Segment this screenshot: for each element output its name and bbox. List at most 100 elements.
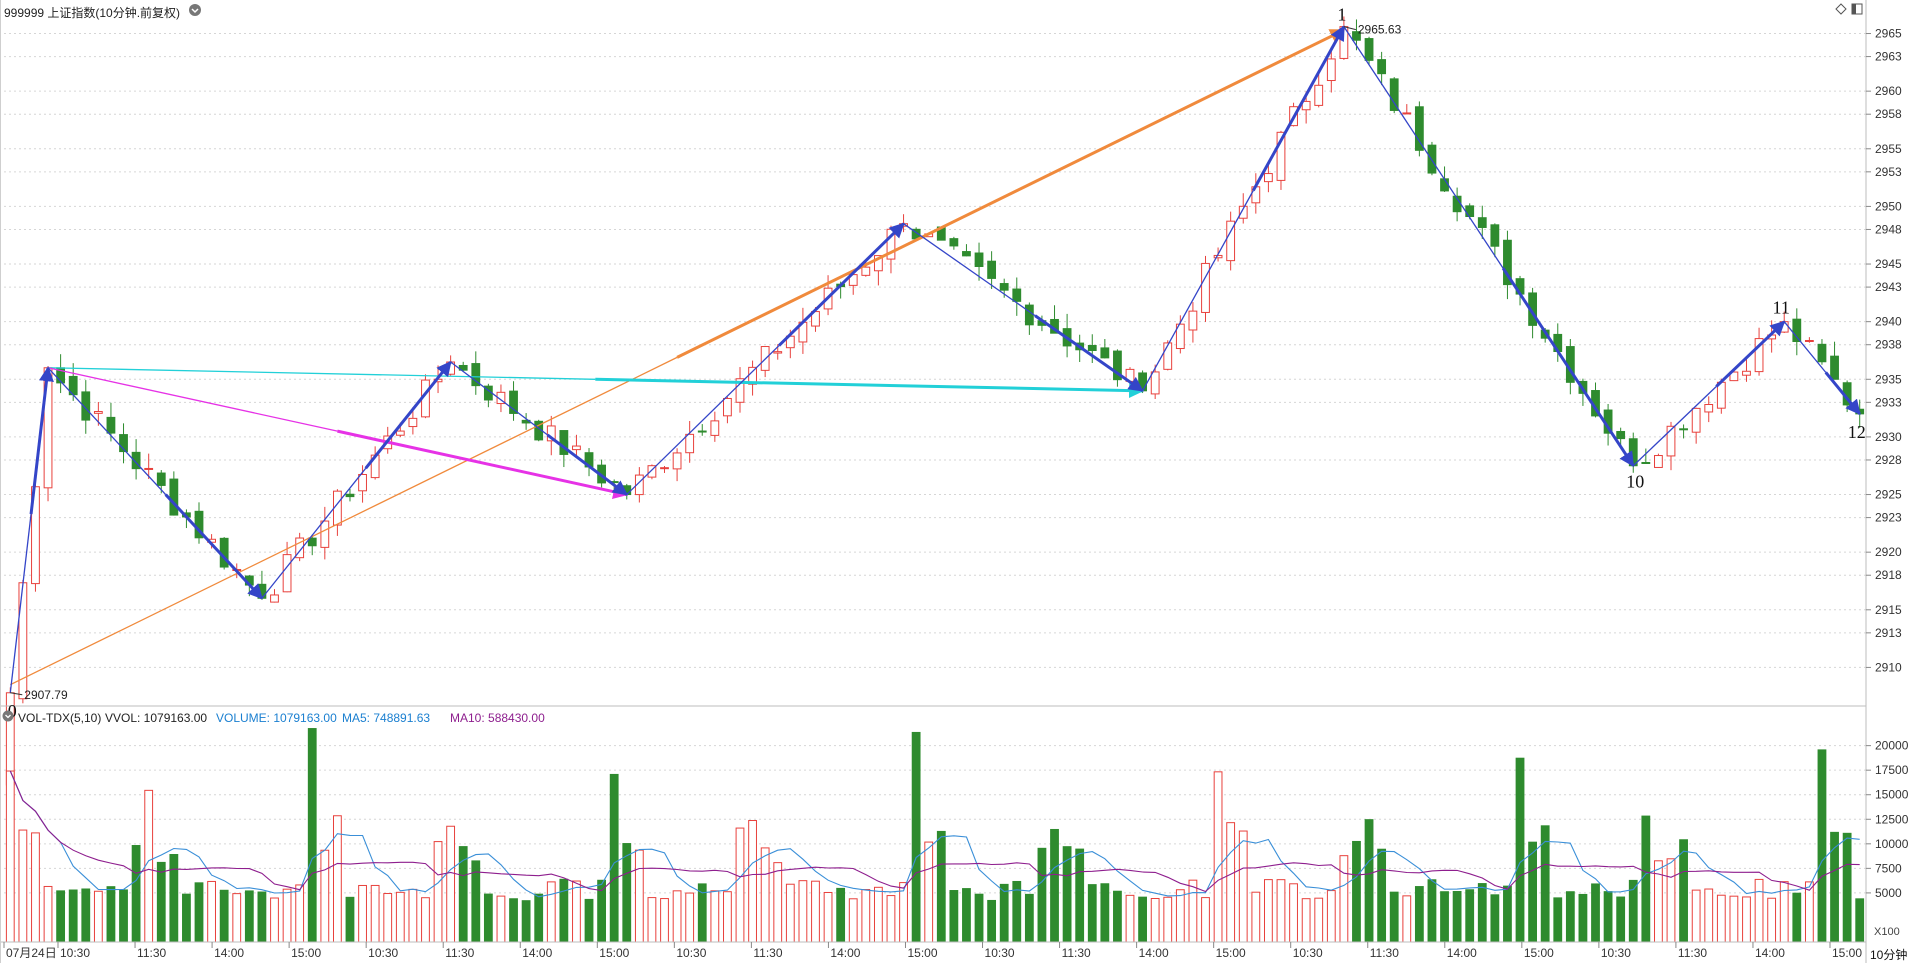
wave-segment bbox=[1715, 320, 1786, 388]
volume-bar bbox=[546, 881, 556, 943]
wave-segment bbox=[903, 223, 1036, 317]
candle bbox=[1691, 407, 1701, 433]
chart-labels: 2907.79 2965.63 0 1 10 11 12 bbox=[8, 5, 1866, 721]
wave-segment bbox=[1783, 321, 1827, 373]
price-tick-label: 2965 bbox=[1875, 27, 1902, 41]
candle bbox=[1817, 343, 1827, 363]
candle bbox=[1490, 224, 1500, 247]
candle bbox=[1679, 428, 1688, 431]
diamond-icon[interactable] bbox=[1835, 3, 1847, 18]
volume-bar bbox=[1087, 884, 1097, 943]
volume-bar bbox=[509, 898, 518, 943]
volume-bar bbox=[685, 892, 695, 943]
volume-bar bbox=[521, 900, 531, 943]
volume-bar bbox=[1075, 848, 1085, 943]
volume-bar bbox=[93, 890, 103, 943]
time-tick-label: 10:30 bbox=[60, 946, 90, 960]
cyan-trend-line bbox=[595, 377, 1145, 399]
volume-bar bbox=[1238, 830, 1248, 943]
volume-bar bbox=[1452, 890, 1462, 943]
volume-bar bbox=[1024, 893, 1034, 943]
price-tick-label: 2928 bbox=[1875, 453, 1902, 467]
high-extreme-label: 2965.63 bbox=[1358, 23, 1402, 37]
volume-bar bbox=[1679, 839, 1688, 943]
volume-bar bbox=[5, 770, 15, 943]
candle bbox=[1301, 100, 1311, 111]
period-selector[interactable]: 10分钟 bbox=[1870, 948, 1908, 962]
volume-bar bbox=[1792, 892, 1802, 943]
wave-segment bbox=[1501, 267, 1635, 467]
candle bbox=[1666, 425, 1676, 457]
wave-segment bbox=[1632, 386, 1717, 467]
volume-bar bbox=[1477, 883, 1487, 943]
volume-bar bbox=[219, 889, 229, 943]
volume-bar bbox=[421, 897, 430, 943]
volume-tick-label: 17500 bbox=[1875, 763, 1909, 777]
volume-bar bbox=[1289, 883, 1298, 943]
volume-bar bbox=[1742, 896, 1751, 943]
wave-segment bbox=[9, 513, 32, 693]
candle bbox=[408, 417, 418, 428]
volume-bar bbox=[1301, 898, 1311, 943]
price-tick-label: 2913 bbox=[1875, 626, 1902, 640]
candle bbox=[169, 478, 179, 516]
wave-segment bbox=[47, 367, 167, 495]
candle bbox=[685, 433, 695, 454]
ma10-line bbox=[9, 770, 1860, 893]
ma10-value: MA10: 588430.00 bbox=[450, 711, 545, 725]
volume-bar bbox=[257, 891, 267, 943]
candle bbox=[1201, 262, 1210, 313]
candle bbox=[735, 378, 745, 403]
volume-bar bbox=[1050, 828, 1059, 943]
orange-trend-line bbox=[676, 28, 1346, 359]
candle bbox=[1188, 310, 1198, 331]
volume-ma-lines bbox=[9, 770, 1860, 898]
time-tick-label: 10:30 bbox=[676, 946, 706, 960]
wave-segment bbox=[1251, 25, 1346, 192]
window-toggle-icon[interactable] bbox=[1851, 3, 1863, 18]
volume-bar bbox=[710, 890, 720, 943]
candle bbox=[672, 452, 682, 470]
volume-value: VOLUME: 1079163.00 bbox=[216, 711, 337, 725]
volume-bar bbox=[1377, 848, 1387, 943]
volume-bar bbox=[1842, 832, 1852, 943]
volume-tick-label: 20000 bbox=[1875, 739, 1909, 753]
chevron-down-icon[interactable] bbox=[2, 710, 14, 725]
candle bbox=[1238, 205, 1248, 219]
volume-tick-label: 12500 bbox=[1875, 812, 1909, 826]
candle bbox=[1616, 430, 1626, 440]
ma5-line bbox=[9, 770, 1860, 898]
volume-bar bbox=[1716, 894, 1726, 943]
volume-bar bbox=[1503, 885, 1512, 943]
candle bbox=[634, 474, 644, 496]
volume-bar bbox=[106, 886, 116, 943]
volume-tick-label: 7500 bbox=[1875, 861, 1902, 875]
volume-bar bbox=[483, 893, 493, 943]
chevron-down-icon[interactable] bbox=[188, 3, 202, 20]
price-tick-label: 2945 bbox=[1875, 257, 1902, 271]
wave-lines bbox=[9, 25, 1861, 693]
candle bbox=[106, 416, 116, 434]
volume-bar bbox=[1100, 883, 1110, 943]
wave-segment bbox=[546, 433, 628, 496]
price-tick-label: 2935 bbox=[1875, 372, 1902, 386]
candle bbox=[1163, 342, 1173, 370]
volume-bar bbox=[1691, 889, 1701, 943]
volume-bar bbox=[43, 885, 53, 943]
volume-bar bbox=[1125, 894, 1135, 943]
volume-bar bbox=[370, 884, 380, 943]
volume-bar bbox=[1251, 891, 1261, 943]
price-tick-label: 2925 bbox=[1875, 488, 1902, 502]
time-tick-label: 11:30 bbox=[753, 946, 782, 960]
volume-unit-label: X100 bbox=[1874, 926, 1900, 938]
time-tick-label: 14:00 bbox=[1447, 946, 1477, 960]
time-tick-label: 10:30 bbox=[1601, 946, 1631, 960]
candle bbox=[723, 397, 732, 417]
volume-bar bbox=[949, 890, 959, 943]
volume-bar bbox=[496, 895, 506, 943]
candle bbox=[81, 391, 91, 421]
volume-bar bbox=[1767, 897, 1777, 943]
volume-bar bbox=[974, 893, 984, 943]
